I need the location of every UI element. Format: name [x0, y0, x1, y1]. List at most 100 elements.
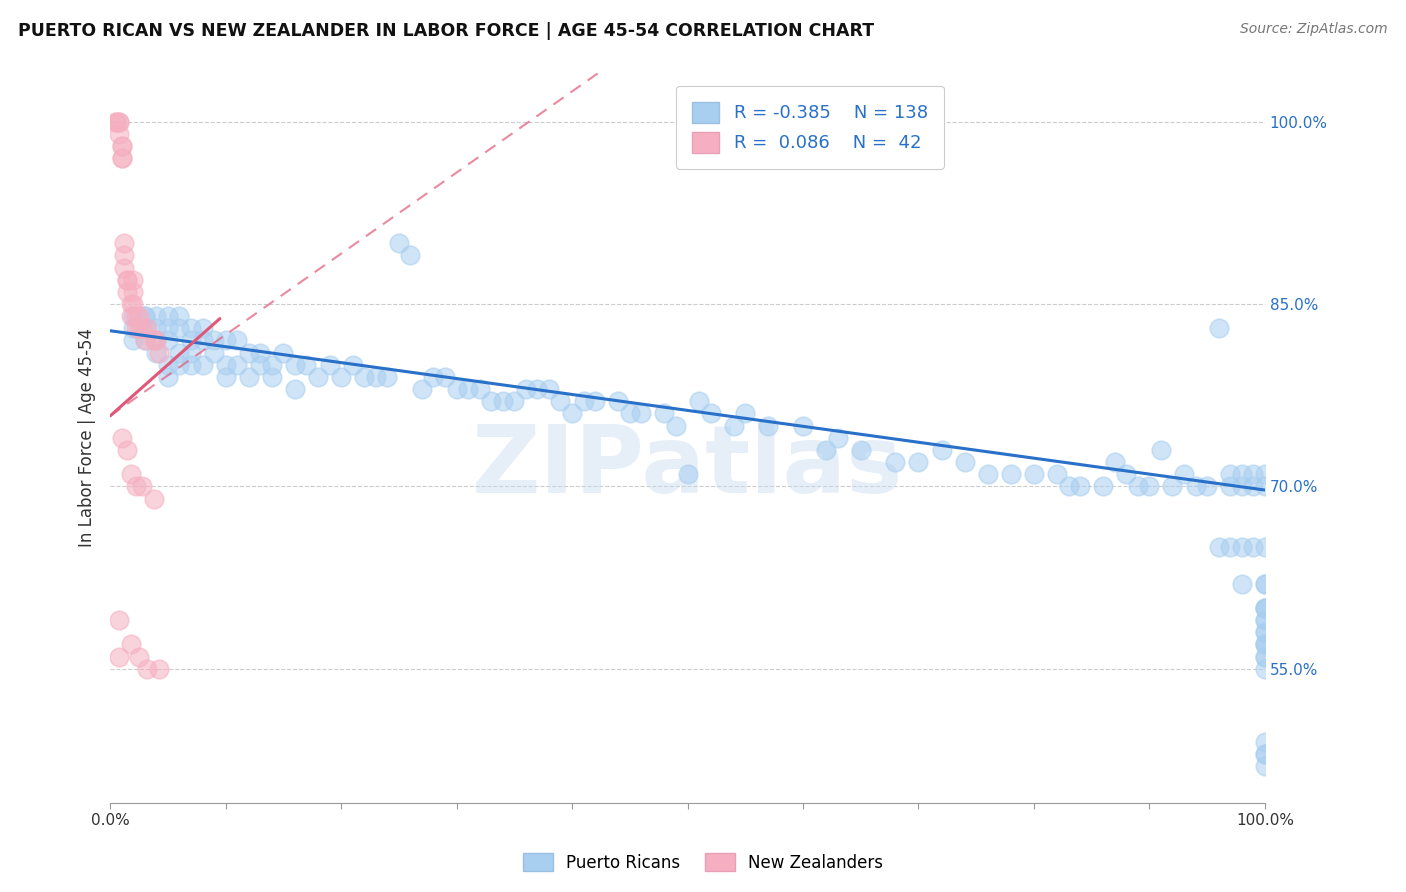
Point [169, 321, 191, 335]
Point [734, 406, 756, 420]
Point [226, 334, 249, 348]
Point [479, 394, 502, 409]
Point [134, 309, 156, 323]
Point [214, 358, 236, 372]
Point [1230, 540, 1253, 554]
Point [388, 236, 411, 251]
Point [827, 431, 849, 445]
Point [1254, 747, 1277, 761]
Point [561, 406, 583, 420]
Text: ZIPatlas: ZIPatlas [472, 421, 903, 513]
Point [249, 345, 271, 359]
Point [120, 309, 142, 323]
Point [238, 370, 260, 384]
Point [120, 467, 142, 482]
Point [884, 455, 907, 469]
Point [145, 334, 167, 348]
Point [607, 394, 630, 409]
Point [284, 382, 307, 396]
Point [104, 114, 127, 128]
Point [630, 406, 652, 420]
Point [122, 334, 145, 348]
Point [202, 334, 225, 348]
Point [353, 370, 375, 384]
Point [180, 321, 202, 335]
Point [145, 321, 167, 335]
Point [792, 418, 814, 433]
Point [122, 309, 145, 323]
Point [295, 358, 318, 372]
Point [108, 127, 131, 141]
Point [1254, 479, 1277, 493]
Point [1219, 467, 1241, 482]
Point [399, 248, 422, 262]
Point [1057, 479, 1080, 493]
Y-axis label: In Labor Force | Age 45-54: In Labor Force | Age 45-54 [79, 328, 96, 548]
Point [131, 479, 153, 493]
Point [318, 358, 340, 372]
Point [1254, 613, 1277, 627]
Point [156, 309, 179, 323]
Point [111, 139, 134, 153]
Point [1254, 735, 1277, 749]
Point [654, 406, 676, 420]
Point [1254, 601, 1277, 615]
Point [1000, 467, 1022, 482]
Point [111, 139, 134, 153]
Point [330, 370, 353, 384]
Text: Source: ZipAtlas.com: Source: ZipAtlas.com [1240, 22, 1388, 37]
Point [364, 370, 387, 384]
Point [1254, 759, 1277, 773]
Point [756, 418, 779, 433]
Point [515, 382, 537, 396]
Point [1254, 649, 1277, 664]
Point [145, 309, 167, 323]
Point [446, 382, 468, 396]
Point [122, 297, 145, 311]
Point [128, 649, 150, 664]
Point [583, 394, 606, 409]
Point [1254, 576, 1277, 591]
Point [238, 345, 260, 359]
Point [120, 637, 142, 651]
Point [550, 394, 572, 409]
Point [1254, 540, 1277, 554]
Point [849, 442, 872, 457]
Point [111, 151, 134, 165]
Point [136, 321, 159, 335]
Point [1173, 467, 1195, 482]
Point [1046, 467, 1069, 482]
Point [815, 442, 838, 457]
Point [108, 613, 131, 627]
Point [1254, 613, 1277, 627]
Point [1241, 467, 1264, 482]
Legend: R = -0.385    N = 138, R =  0.086    N =  42: R = -0.385 N = 138, R = 0.086 N = 42 [676, 86, 943, 169]
Point [117, 285, 139, 299]
Point [180, 345, 202, 359]
Point [1092, 479, 1115, 493]
Point [665, 418, 688, 433]
Point [1022, 467, 1045, 482]
Point [112, 260, 135, 275]
Point [191, 321, 214, 335]
Point [1069, 479, 1091, 493]
Point [226, 358, 249, 372]
Point [124, 309, 146, 323]
Point [134, 334, 156, 348]
Point [202, 345, 225, 359]
Point [457, 382, 479, 396]
Point [169, 309, 191, 323]
Point [1208, 540, 1230, 554]
Point [931, 442, 953, 457]
Point [307, 370, 329, 384]
Point [1254, 576, 1277, 591]
Point [134, 309, 156, 323]
Point [1241, 540, 1264, 554]
Point [1219, 540, 1241, 554]
Point [1241, 479, 1264, 493]
Point [148, 345, 170, 359]
Point [112, 248, 135, 262]
Point [214, 334, 236, 348]
Point [1254, 637, 1277, 651]
Point [156, 334, 179, 348]
